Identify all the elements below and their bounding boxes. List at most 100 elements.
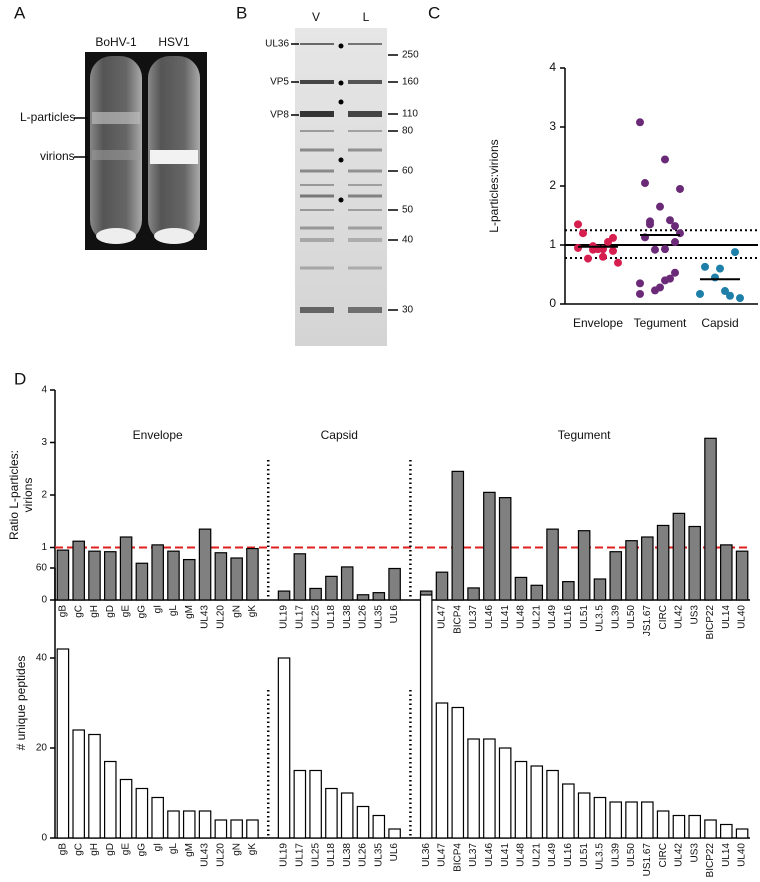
bar (277, 657, 291, 839)
bar (135, 562, 149, 601)
x-tick-label: CIRC (658, 605, 669, 629)
x-tick-label: gC (73, 605, 84, 618)
bar (372, 814, 386, 839)
x-tick-label: UL19 (279, 605, 290, 629)
x-tick-label: UL41 (500, 843, 511, 867)
group-label: Capsid (321, 428, 358, 442)
lane-label: L (363, 10, 370, 24)
gel-band (300, 169, 334, 173)
data-point (574, 243, 582, 252)
bar (720, 823, 733, 839)
x-tick-label: UL40 (737, 843, 748, 867)
x-tick-label: gD (105, 605, 116, 618)
x-tick-label: UL18 (326, 605, 337, 629)
bar (151, 544, 164, 601)
marker-dot (338, 43, 344, 49)
tube (90, 56, 142, 242)
gel-band (300, 266, 334, 270)
bar (672, 814, 686, 839)
x-tick-label: UL26 (358, 843, 369, 867)
bar (593, 578, 607, 601)
x-tick-label: gI (152, 843, 163, 851)
marker-label: 110 (402, 109, 418, 120)
x-tick-label: UL42 (674, 843, 685, 867)
panel-label: A (14, 3, 26, 22)
bar (609, 551, 623, 601)
gel-band (300, 111, 334, 117)
x-tick-label: UL37 (468, 843, 479, 867)
y-tick-label: 4 (41, 385, 47, 396)
gel-band (300, 148, 334, 152)
bar (325, 787, 338, 839)
bar (230, 819, 243, 839)
x-tick-label: UL17 (294, 843, 305, 867)
bar (103, 760, 117, 839)
y-tick-label: 3 (41, 437, 47, 448)
gel-band (300, 43, 334, 45)
bar (119, 536, 133, 601)
bar (372, 592, 386, 601)
marker-label: 250 (402, 50, 419, 61)
data-point (731, 248, 739, 257)
x-tick-label: UL46 (484, 605, 495, 629)
x-tick-label: gN (231, 605, 242, 618)
data-point (636, 118, 644, 127)
x-tick-label: UL18 (326, 843, 337, 867)
panel-label: B (236, 3, 247, 22)
panel-a: A BoHV-1 HSV1 L-particles virions (14, 3, 207, 250)
x-tick-label: UL49 (547, 843, 558, 867)
gel (295, 28, 387, 346)
y-tick-label: 0 (41, 833, 47, 844)
bar (198, 528, 212, 601)
bar (167, 550, 180, 601)
bar (483, 491, 496, 601)
marker-label: 30 (402, 305, 414, 316)
data-point (604, 238, 612, 247)
x-tick-label: gK (247, 605, 258, 618)
x-tick-label: gB (58, 605, 69, 618)
tube (148, 56, 200, 242)
bar (720, 544, 733, 601)
bar (514, 760, 528, 839)
bar (230, 557, 243, 601)
bar (214, 552, 228, 601)
bar (246, 819, 259, 839)
x-tick-label: UL51 (579, 843, 590, 867)
gel-band (300, 307, 334, 313)
y-tick-label: 1 (549, 237, 556, 251)
x-tick-label: gL (168, 605, 179, 617)
bar (88, 550, 101, 601)
y-tick-label: 20 (36, 743, 48, 754)
bar (483, 738, 496, 839)
bar (435, 702, 449, 839)
x-tick-label: UL51 (579, 605, 590, 629)
x-tick-label: UL36 (421, 843, 432, 867)
lane-label: V (312, 10, 320, 24)
x-tick-label: gG (137, 843, 148, 857)
bar (309, 587, 322, 601)
x-tick-label: gH (89, 605, 100, 618)
x-tick-label: BICP22 (705, 605, 716, 640)
data-point (676, 184, 684, 193)
x-tick-label: gL (168, 843, 179, 855)
gel-band (300, 226, 334, 230)
x-tick-label: UL43 (200, 605, 211, 629)
bar (704, 437, 717, 601)
marker-dot (338, 80, 344, 86)
x-tick-label: gM (184, 843, 195, 857)
data-point (609, 246, 617, 255)
y-tick-label: 4 (549, 60, 556, 74)
bar (135, 787, 149, 839)
data-point (656, 283, 664, 292)
x-tick-label: UL47 (437, 605, 448, 629)
y-tick-label: 1 (41, 542, 47, 553)
x-tick-label: BICP22 (705, 843, 716, 878)
pellet (154, 228, 194, 244)
data-point (701, 262, 709, 271)
x-tick-label: UL35 (373, 843, 384, 867)
x-tick-label: UL42 (674, 605, 685, 629)
gel-band (348, 111, 382, 117)
x-tick-label: US1.67 (642, 843, 653, 877)
x-tick-label: UL50 (626, 605, 637, 629)
